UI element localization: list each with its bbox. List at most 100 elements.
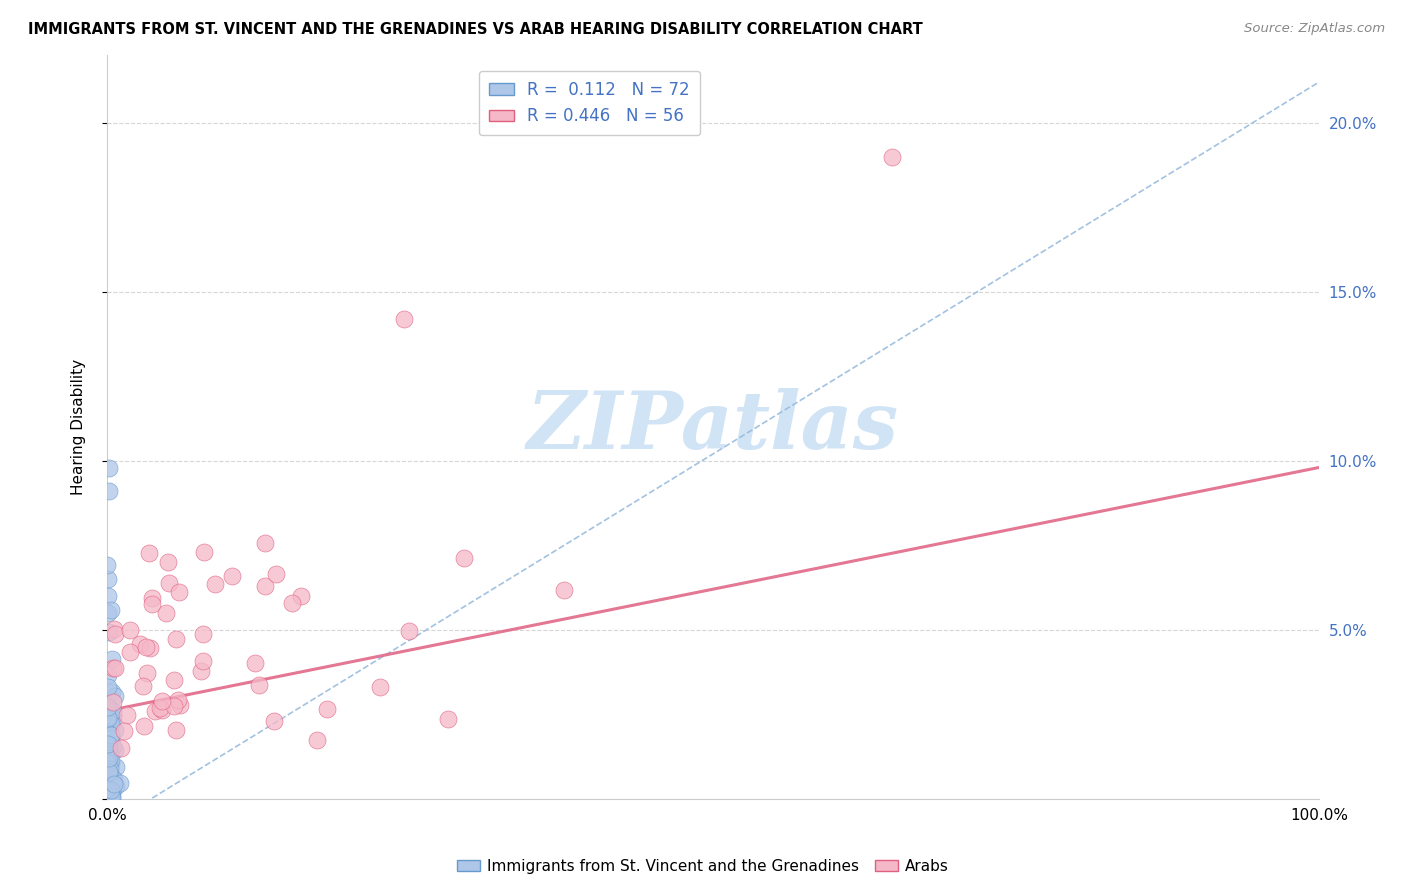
Point — [118, 624, 141, 638]
Point — [103, 739, 125, 753]
Point — [105, 780, 128, 794]
Point — [120, 644, 142, 658]
Point — [98, 460, 121, 475]
Point — [162, 673, 184, 688]
Point — [290, 589, 312, 603]
Point — [104, 627, 127, 641]
Point — [132, 719, 155, 733]
Point — [191, 654, 214, 668]
Point — [392, 311, 415, 326]
Point — [398, 624, 420, 638]
Point — [100, 787, 122, 801]
Point — [100, 731, 122, 746]
Point — [138, 641, 160, 656]
Point — [193, 545, 215, 559]
Point — [104, 743, 127, 757]
Point — [115, 708, 138, 723]
Point — [97, 742, 120, 756]
Point — [253, 579, 276, 593]
Point — [97, 787, 120, 801]
Point — [96, 752, 118, 766]
Point — [101, 774, 124, 789]
Point — [100, 769, 122, 783]
Point — [112, 723, 135, 738]
Point — [103, 772, 125, 786]
Point — [97, 740, 120, 755]
Point — [165, 632, 187, 647]
Point — [98, 731, 121, 746]
Point — [96, 782, 118, 797]
Text: IMMIGRANTS FROM ST. VINCENT AND THE GRENADINES VS ARAB HEARING DISABILITY CORREL: IMMIGRANTS FROM ST. VINCENT AND THE GREN… — [28, 22, 922, 37]
Point — [155, 606, 177, 620]
Point — [97, 726, 120, 740]
Point — [103, 661, 125, 675]
Point — [264, 566, 287, 581]
Point — [98, 747, 121, 761]
Point — [103, 623, 125, 637]
Point — [100, 785, 122, 799]
Point — [98, 752, 121, 766]
Point — [245, 656, 267, 670]
Point — [96, 558, 118, 572]
Point — [97, 756, 120, 770]
Point — [101, 774, 124, 789]
Point — [100, 685, 122, 699]
Point — [191, 626, 214, 640]
Point — [110, 741, 132, 756]
Point — [141, 591, 163, 605]
Point — [165, 723, 187, 737]
Point — [263, 714, 285, 729]
Point — [97, 747, 120, 762]
Point — [97, 589, 120, 603]
Point — [98, 755, 121, 769]
Point — [453, 551, 475, 566]
Point — [96, 755, 118, 769]
Point — [247, 678, 270, 692]
Point — [100, 603, 122, 617]
Point — [100, 789, 122, 804]
Point — [97, 606, 120, 620]
Point — [135, 640, 157, 655]
Point — [100, 731, 122, 746]
Legend: R =  0.112   N = 72, R = 0.446   N = 56: R = 0.112 N = 72, R = 0.446 N = 56 — [479, 70, 700, 136]
Point — [98, 787, 121, 801]
Point — [97, 680, 120, 694]
Point — [101, 710, 124, 724]
Point — [97, 737, 120, 751]
Point — [97, 771, 120, 785]
Point — [141, 597, 163, 611]
Point — [97, 711, 120, 725]
Point — [136, 665, 159, 680]
Point — [100, 789, 122, 803]
Point — [103, 777, 125, 791]
Point — [131, 679, 153, 693]
Text: ZIPatlas: ZIPatlas — [527, 388, 898, 466]
Point — [101, 790, 124, 805]
Point — [100, 769, 122, 783]
Point — [143, 705, 166, 719]
Point — [98, 768, 121, 782]
Point — [98, 754, 121, 768]
Point — [97, 572, 120, 586]
Point — [98, 731, 121, 745]
Point — [103, 723, 125, 738]
Point — [157, 575, 180, 590]
Point — [105, 760, 128, 774]
Point — [98, 763, 121, 777]
Point — [100, 717, 122, 731]
Point — [98, 484, 121, 499]
Point — [97, 731, 120, 745]
Point — [436, 713, 458, 727]
Point — [204, 577, 226, 591]
Point — [553, 583, 575, 598]
Point — [101, 784, 124, 798]
Y-axis label: Hearing Disability: Hearing Disability — [72, 359, 86, 495]
Point — [221, 569, 243, 583]
Point — [254, 536, 277, 550]
Point — [104, 661, 127, 675]
Point — [100, 728, 122, 742]
Point — [305, 733, 328, 747]
Point — [190, 664, 212, 678]
Point — [100, 788, 122, 802]
Point — [167, 585, 190, 599]
